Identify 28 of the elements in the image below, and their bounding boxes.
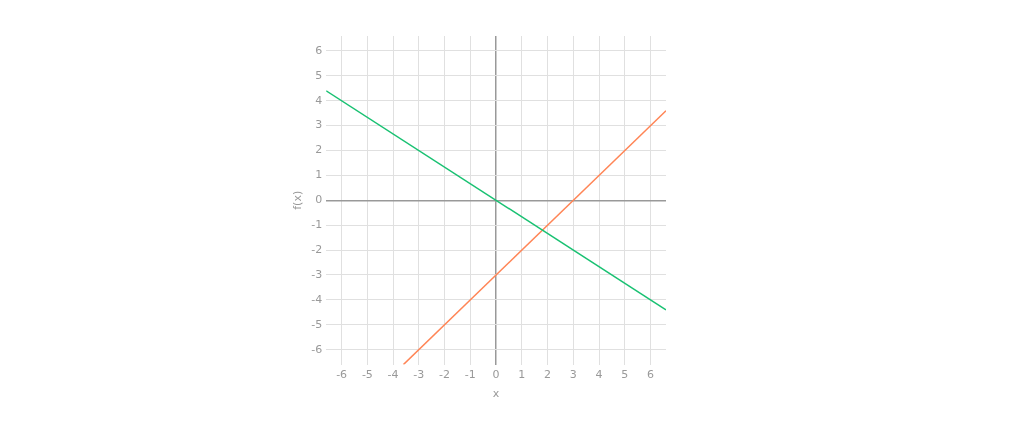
x-tick-label: -5 [361, 368, 373, 382]
x-tick-label: 4 [595, 368, 603, 382]
x-tick-label: -1 [464, 368, 476, 382]
y-tick-label: -3 [311, 267, 323, 281]
x-tick-label: -2 [439, 368, 451, 382]
y-tick-label: -2 [311, 242, 323, 256]
x-tick-label: 6 [647, 368, 655, 382]
y-tick-label: -1 [311, 218, 323, 232]
y-tick-label: 6 [315, 43, 323, 57]
x-tick-label: -4 [387, 368, 399, 382]
y-tick-label: -6 [311, 342, 323, 356]
y-tick-label: -5 [311, 317, 323, 331]
x-tick-label: -6 [336, 368, 348, 382]
y-tick-label: 0 [315, 193, 323, 207]
y-tick-label: 4 [315, 93, 323, 107]
x-tick-label: -3 [413, 368, 425, 382]
x-tick-label: 3 [569, 368, 577, 382]
x-tick-label: 5 [621, 368, 629, 382]
y-tick-label: -4 [311, 292, 323, 306]
x-axis-title: x [492, 387, 500, 401]
y-tick-label: 3 [315, 118, 323, 132]
y-tick-label: 2 [315, 143, 323, 157]
x-tick-label: 1 [518, 368, 526, 382]
y-tick-label: 1 [315, 168, 323, 182]
x-tick-label: 2 [544, 368, 552, 382]
x-tick-label: 0 [492, 368, 500, 382]
y-axis-title: f(x) [291, 190, 305, 210]
y-tick-label: 5 [315, 68, 323, 82]
